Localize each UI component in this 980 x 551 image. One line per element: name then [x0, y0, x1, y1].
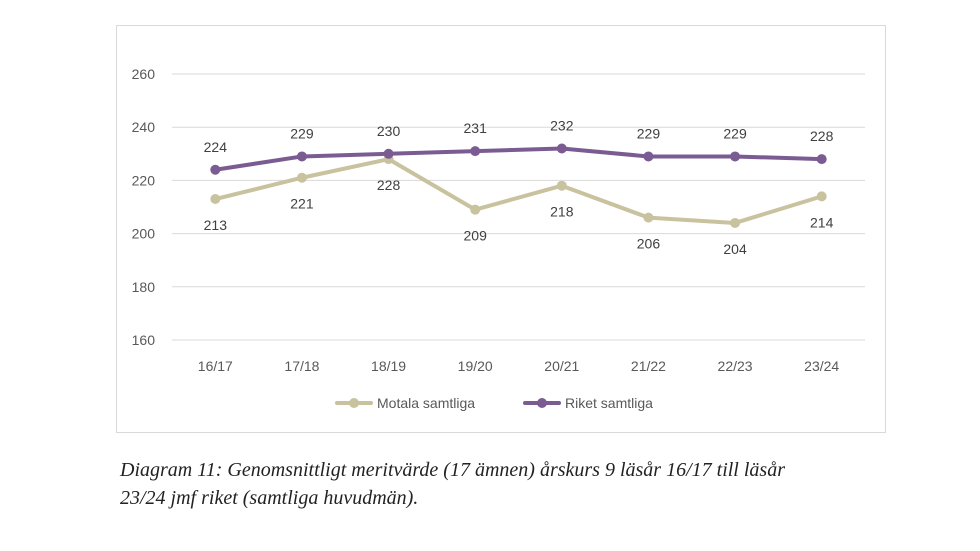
data-label-riket-samtliga: 229 [637, 125, 661, 141]
data-point-riket-samtliga [296, 151, 307, 162]
data-label-riket-samtliga: 232 [550, 117, 574, 133]
legend-label-motala-samtliga: Motala samtliga [377, 395, 475, 411]
data-point-motala-samtliga [730, 217, 741, 228]
series-lines [210, 143, 827, 228]
y-tick-label: 240 [132, 119, 156, 135]
y-tick-label: 160 [132, 332, 156, 348]
data-label-motala-samtliga: 213 [204, 217, 228, 233]
x-tick-label: 18/19 [371, 358, 406, 374]
x-tick-label: 20/21 [544, 358, 579, 374]
data-point-riket-samtliga [383, 148, 394, 159]
gridlines [172, 73, 865, 341]
data-label-riket-samtliga: 231 [464, 120, 488, 136]
data-point-riket-samtliga [730, 151, 741, 162]
y-axis-ticks: 160 180 200 220 240 260 [132, 66, 156, 348]
caption-line-2: 23/24 jmf riket (samtliga huvudmän). [120, 487, 419, 509]
x-tick-label: 21/22 [631, 358, 666, 374]
line-chart: 160 180 200 220 240 260 16/17 17/18 18/19 19/20 2… [132, 66, 865, 411]
data-label-motala-samtliga: 218 [550, 204, 574, 220]
x-tick-label: 19/20 [458, 358, 493, 374]
data-point-motala-samtliga [816, 191, 827, 202]
chart-frame: 160 180 200 220 240 260 16/17 17/18 18/19 19/20 2… [116, 25, 886, 433]
data-label-motala-samtliga: 214 [810, 214, 834, 230]
y-tick-label: 260 [132, 66, 156, 82]
figure-caption: Diagram 11: Genomsnittligt meritvärde (1… [120, 456, 860, 512]
x-tick-label: 16/17 [198, 358, 233, 374]
y-tick-label: 180 [132, 279, 156, 295]
x-tick-label: 23/24 [804, 358, 839, 374]
data-point-riket-samtliga [816, 154, 827, 165]
data-point-motala-samtliga [556, 180, 567, 191]
data-point-motala-samtliga [296, 172, 307, 183]
x-axis-ticks: 16/17 17/18 18/19 19/20 20/21 21/22 22/23 23/24 [198, 358, 840, 374]
data-label-motala-samtliga: 221 [290, 196, 314, 212]
series-line-motala-samtliga [213, 157, 824, 225]
data-point-motala-samtliga [643, 212, 654, 223]
data-label-riket-samtliga: 224 [204, 139, 228, 155]
data-label-riket-samtliga: 229 [290, 125, 314, 141]
legend-label-riket-samtliga: Riket samtliga [565, 395, 653, 411]
data-point-motala-samtliga [470, 204, 481, 215]
data-label-motala-samtliga: 206 [637, 236, 661, 252]
x-tick-label: 17/18 [284, 358, 319, 374]
x-tick-label: 22/23 [718, 358, 753, 374]
data-label-motala-samtliga: 209 [464, 228, 488, 244]
data-label-riket-samtliga: 229 [723, 125, 747, 141]
data-label-motala-samtliga: 228 [377, 177, 401, 193]
series-line-riket-samtliga [213, 146, 824, 172]
data-point-riket-samtliga [470, 146, 481, 157]
data-point-motala-samtliga [210, 194, 221, 205]
legend: Motala samtliga Riket samtliga [335, 395, 653, 411]
data-label-motala-samtliga: 204 [723, 241, 747, 257]
data-label-riket-samtliga: 230 [377, 123, 401, 139]
caption-line-1: Diagram 11: Genomsnittligt meritvärde (1… [120, 459, 785, 481]
data-labels: 213 221 228 209 218 206 204 214 224 229 230 231 232 2… [204, 117, 834, 256]
data-point-riket-samtliga [643, 151, 654, 162]
legend-swatch-marker-motala-samtliga [349, 398, 359, 408]
data-label-riket-samtliga: 228 [810, 128, 834, 144]
legend-swatch-marker-riket-samtliga [537, 398, 547, 408]
y-tick-label: 200 [132, 226, 156, 242]
data-point-riket-samtliga [210, 164, 221, 175]
data-point-riket-samtliga [556, 143, 567, 154]
y-tick-label: 220 [132, 172, 156, 188]
